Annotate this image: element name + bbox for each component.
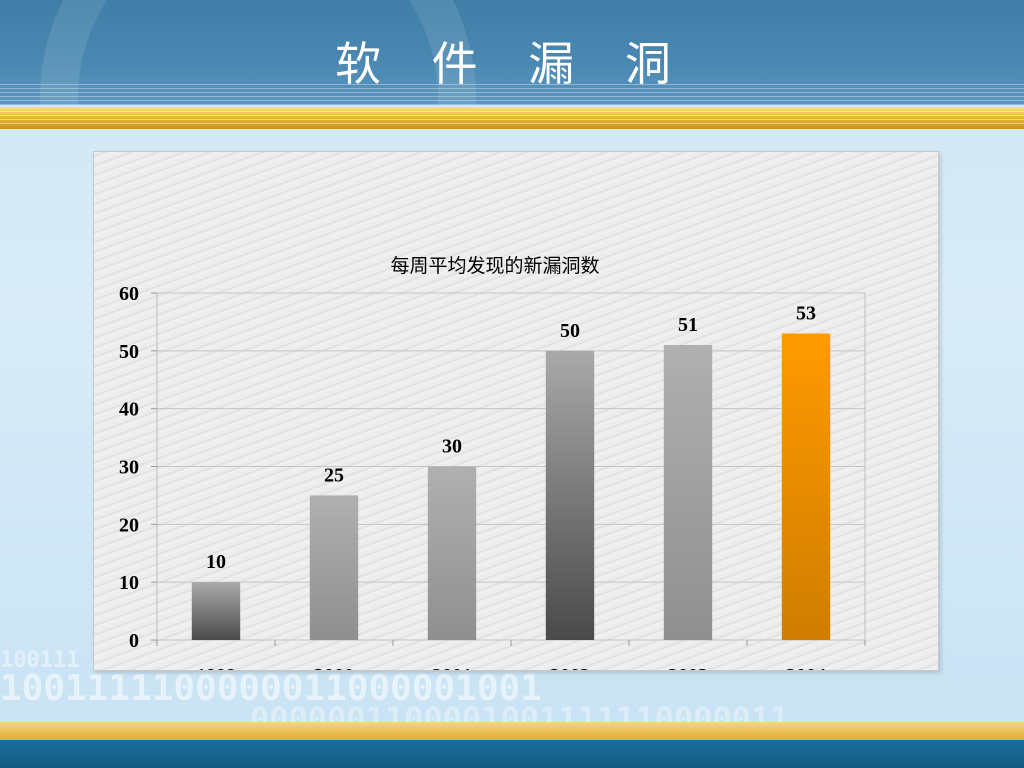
slide-title: 软 件 漏 洞 [335,37,689,91]
gold-divider-stripes [0,111,1024,125]
bar-chart: 每周平均发现的新漏洞数 0 10 20 30 40 50 60 10 1999 25 2000 30 2… [119,255,866,687]
data-label: 53 [796,302,816,324]
x-tick-label: 1999 [196,665,236,670]
bar [427,466,477,640]
data-label: 51 [678,314,698,336]
binary-decoration-2: 1001111100000011000001001 [0,668,542,709]
footer-blue-band [0,740,1024,768]
footer-gold-band [0,722,1024,740]
binary-decoration-1: 100111 [0,648,80,673]
data-label: 10 [206,551,226,573]
y-tick-label: 10 [119,572,139,594]
y-tick-label: 50 [119,341,139,363]
bar [545,350,595,640]
header-stripes [0,84,1024,105]
chart-title: 每周平均发现的新漏洞数 [390,255,599,277]
x-tick-label: 2004 [786,665,826,670]
chart-panel: 每周平均发现的新漏洞数 0 10 20 30 40 50 60 10 1999 25 2000 30 2… [93,151,939,687]
bar [781,333,831,640]
x-tick-label: 2001 [432,665,472,670]
y-tick-label: 0 [129,630,139,652]
data-label: 25 [324,464,344,486]
x-tick-label: 2002 [550,665,590,670]
y-tick-label: 20 [119,514,139,536]
x-tick-label: 2003 [668,665,708,670]
y-tick-label: 40 [119,399,139,421]
data-label: 30 [442,436,462,458]
bar [663,345,713,640]
y-tick-label: 60 [119,283,139,305]
data-label: 50 [560,320,580,342]
gold-divider [0,107,1024,129]
bar [309,495,359,640]
slide-header: 软 件 漏 洞 [0,0,1024,105]
y-tick-label: 30 [119,457,139,479]
bar [191,582,241,640]
x-tick-label: 2000 [314,665,354,670]
